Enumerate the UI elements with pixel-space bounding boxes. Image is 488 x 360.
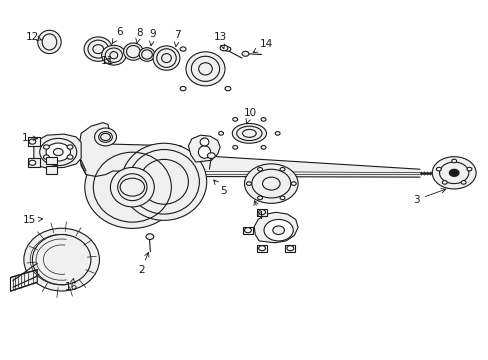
Text: 10: 10 (244, 108, 256, 123)
Polygon shape (27, 158, 40, 167)
Circle shape (261, 145, 265, 149)
Circle shape (224, 86, 230, 91)
Text: 13: 13 (213, 32, 226, 49)
Polygon shape (79, 123, 184, 176)
Ellipse shape (123, 43, 143, 60)
Circle shape (275, 132, 280, 135)
Circle shape (180, 47, 185, 51)
Circle shape (232, 118, 237, 121)
Circle shape (435, 167, 440, 171)
Circle shape (258, 246, 265, 251)
Circle shape (53, 148, 63, 156)
Circle shape (261, 118, 265, 121)
Circle shape (441, 181, 446, 184)
Circle shape (262, 177, 280, 190)
Text: 11: 11 (100, 56, 113, 66)
Circle shape (264, 220, 293, 241)
Circle shape (448, 169, 458, 176)
Polygon shape (254, 212, 298, 243)
Ellipse shape (139, 48, 155, 61)
Ellipse shape (24, 228, 99, 291)
Circle shape (29, 160, 36, 165)
Polygon shape (243, 226, 252, 234)
Text: 9: 9 (149, 29, 156, 46)
Circle shape (246, 182, 251, 185)
Circle shape (286, 246, 293, 251)
Circle shape (280, 196, 285, 200)
Circle shape (431, 157, 475, 189)
Circle shape (244, 164, 298, 203)
Text: 8: 8 (136, 28, 142, 44)
Circle shape (257, 167, 262, 171)
Circle shape (242, 51, 248, 56)
Ellipse shape (93, 45, 103, 54)
Circle shape (46, 143, 70, 161)
Polygon shape (34, 134, 81, 168)
Circle shape (40, 138, 77, 166)
Polygon shape (257, 208, 266, 216)
Circle shape (67, 155, 73, 159)
Ellipse shape (94, 128, 116, 146)
Circle shape (67, 145, 73, 149)
Circle shape (257, 196, 262, 200)
Circle shape (224, 47, 230, 51)
Ellipse shape (161, 54, 171, 63)
Text: 1: 1 (22, 133, 38, 143)
Text: 6: 6 (112, 27, 122, 44)
Polygon shape (188, 135, 220, 162)
Text: 5: 5 (213, 180, 226, 196)
Ellipse shape (84, 37, 112, 61)
Ellipse shape (198, 63, 212, 75)
Circle shape (258, 210, 265, 215)
Circle shape (146, 234, 154, 239)
Polygon shape (285, 245, 295, 252)
Ellipse shape (84, 146, 180, 228)
Circle shape (180, 86, 185, 91)
Ellipse shape (242, 130, 256, 137)
Circle shape (207, 153, 215, 158)
Text: 14: 14 (253, 40, 272, 53)
Ellipse shape (110, 51, 118, 59)
Text: 16: 16 (64, 278, 78, 292)
Circle shape (460, 181, 465, 184)
Circle shape (232, 145, 237, 149)
Text: 3: 3 (412, 189, 445, 205)
Ellipse shape (185, 52, 224, 86)
Circle shape (244, 228, 251, 233)
Circle shape (120, 178, 144, 196)
Circle shape (291, 182, 296, 185)
Ellipse shape (140, 159, 188, 204)
Ellipse shape (121, 143, 206, 220)
Circle shape (29, 139, 36, 144)
Ellipse shape (153, 46, 180, 70)
Ellipse shape (38, 30, 61, 54)
Circle shape (466, 167, 471, 171)
Circle shape (43, 155, 49, 159)
Ellipse shape (110, 167, 154, 207)
Polygon shape (45, 157, 57, 164)
Circle shape (220, 45, 227, 51)
Ellipse shape (102, 45, 126, 65)
Text: 12: 12 (26, 32, 42, 41)
Polygon shape (257, 245, 266, 252)
Ellipse shape (99, 132, 112, 142)
Text: 2: 2 (138, 252, 148, 275)
Ellipse shape (200, 138, 208, 146)
Polygon shape (10, 270, 37, 291)
Circle shape (272, 226, 284, 234)
Ellipse shape (232, 123, 266, 143)
Polygon shape (27, 137, 40, 146)
Circle shape (451, 159, 456, 163)
Circle shape (101, 134, 110, 140)
Ellipse shape (198, 146, 210, 158)
Text: 7: 7 (174, 30, 181, 46)
Circle shape (280, 167, 285, 171)
Circle shape (43, 145, 49, 149)
Text: 4: 4 (253, 201, 263, 221)
Text: 15: 15 (22, 215, 42, 225)
Polygon shape (45, 166, 57, 174)
Circle shape (218, 132, 223, 135)
